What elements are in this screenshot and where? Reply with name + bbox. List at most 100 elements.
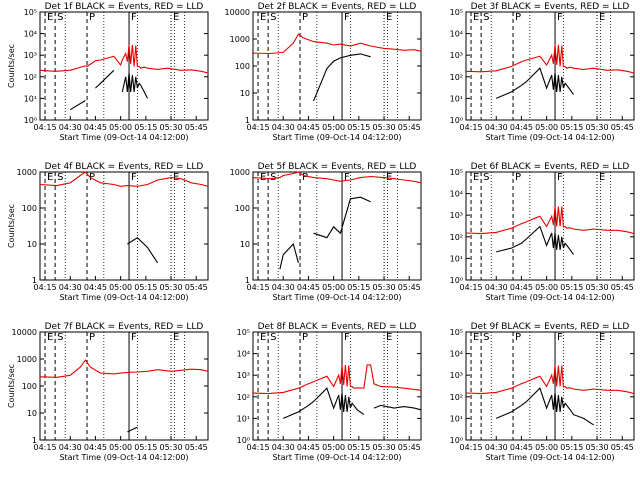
time-marker-label: S bbox=[483, 332, 489, 343]
x-tick-label: 05:15 bbox=[134, 283, 157, 292]
x-axis-label: Start Time (09-Oct-14 04:12:00) bbox=[485, 293, 614, 302]
time-marker-label: S bbox=[483, 172, 489, 183]
x-tick-label: 04:15 bbox=[34, 283, 57, 292]
x-tick-label: 05:45 bbox=[398, 283, 421, 292]
x-axis-label: Start Time (09-Oct-14 04:12:00) bbox=[272, 133, 401, 142]
y-tick-label: 10 bbox=[27, 240, 37, 249]
x-tick-label: 05:15 bbox=[134, 443, 157, 452]
time-marker-label: S bbox=[270, 332, 276, 343]
y-tick-label: 100 bbox=[22, 382, 37, 391]
x-tick-label: 04:15 bbox=[460, 283, 483, 292]
time-marker-label: E bbox=[473, 332, 479, 343]
x-axis-label: Start Time (09-Oct-14 04:12:00) bbox=[485, 453, 614, 462]
time-marker-label: E bbox=[260, 172, 266, 183]
y-tick-label: 10² bbox=[450, 393, 463, 402]
time-marker-label: F bbox=[557, 172, 563, 183]
x-tick-label: 04:30 bbox=[59, 283, 82, 292]
chart-title: Det 2f BLACK = Events, RED = LLD bbox=[258, 2, 417, 12]
y-tick-label: 1000 bbox=[230, 35, 250, 44]
chart-title: Det 7f BLACK = Events, RED = LLD bbox=[45, 322, 204, 332]
x-tick-label: 04:15 bbox=[247, 283, 270, 292]
y-tick-label: 10² bbox=[24, 73, 37, 82]
x-axis-label: Start Time (09-Oct-14 04:12:00) bbox=[272, 293, 401, 302]
series-line-events bbox=[279, 196, 371, 270]
y-tick-label: 10¹ bbox=[450, 414, 463, 423]
series-line-events bbox=[312, 53, 371, 102]
x-tick-label: 04:45 bbox=[84, 283, 107, 292]
chart-title: Det 1f BLACK = Events, RED = LLD bbox=[45, 2, 204, 12]
x-axis-label: Start Time (09-Oct-14 04:12:00) bbox=[59, 453, 188, 462]
x-tick-label: 05:45 bbox=[611, 283, 634, 292]
time-marker-label: P bbox=[302, 332, 308, 343]
series-line-lld bbox=[39, 171, 209, 187]
x-tick-label: 05:15 bbox=[347, 283, 370, 292]
y-tick-label: 1 bbox=[32, 276, 37, 285]
x-tick-label: 05:00 bbox=[322, 443, 345, 452]
x-tick-label: 05:45 bbox=[185, 123, 208, 132]
y-tick-label: 10 bbox=[240, 240, 250, 249]
x-axis-label: Start Time (09-Oct-14 04:12:00) bbox=[485, 133, 614, 142]
x-tick-label: 04:15 bbox=[34, 443, 57, 452]
y-tick-label: 1000 bbox=[230, 168, 250, 177]
plot-frame bbox=[252, 171, 422, 281]
y-tick-label: 100 bbox=[235, 204, 250, 213]
y-tick-label: 10 bbox=[27, 409, 37, 418]
time-marker-label: E bbox=[386, 172, 392, 183]
plot-frame bbox=[39, 171, 209, 281]
time-marker-label: F bbox=[131, 12, 137, 23]
x-tick-label: 05:15 bbox=[560, 443, 583, 452]
series-line-events bbox=[495, 67, 574, 99]
y-tick-label: 10⁵ bbox=[450, 168, 463, 177]
y-tick-label: 10² bbox=[450, 73, 463, 82]
time-marker-label: E bbox=[599, 332, 605, 343]
time-marker-label: P bbox=[515, 172, 521, 183]
x-tick-label: 05:00 bbox=[535, 443, 558, 452]
y-tick-label: 10¹ bbox=[24, 94, 37, 103]
x-tick-label: 04:45 bbox=[510, 123, 533, 132]
plot-frame bbox=[39, 11, 209, 121]
x-tick-label: 05:45 bbox=[611, 443, 634, 452]
time-marker-label: P bbox=[515, 12, 521, 23]
time-marker-label: P bbox=[89, 12, 95, 23]
x-tick-label: 05:15 bbox=[347, 123, 370, 132]
y-tick-label: 1 bbox=[32, 436, 37, 445]
x-tick-label: 04:15 bbox=[247, 443, 270, 452]
time-marker-label: P bbox=[89, 332, 95, 343]
time-marker-label: E bbox=[386, 332, 392, 343]
chart-title: Det 4f BLACK = Events, RED = LLD bbox=[45, 162, 204, 172]
y-tick-label: 10⁵ bbox=[450, 328, 463, 337]
series-line-events bbox=[496, 225, 574, 255]
x-tick-label: 05:30 bbox=[160, 443, 183, 452]
x-tick-label: 05:30 bbox=[160, 283, 183, 292]
chart-title: Det 5f BLACK = Events, RED = LLD bbox=[258, 162, 417, 172]
y-tick-label: 10⁵ bbox=[24, 8, 37, 17]
plot-frame bbox=[465, 11, 635, 121]
time-marker-label: P bbox=[302, 172, 308, 183]
x-tick-label: 04:45 bbox=[84, 443, 107, 452]
x-tick-label: 05:45 bbox=[398, 443, 421, 452]
y-tick-label: 10¹ bbox=[237, 414, 250, 423]
x-tick-label: 05:30 bbox=[586, 443, 609, 452]
time-marker-label: E bbox=[599, 172, 605, 183]
x-tick-label: 05:45 bbox=[398, 123, 421, 132]
plot-frame bbox=[465, 171, 635, 281]
x-tick-label: 05:30 bbox=[373, 443, 396, 452]
y-tick-label: 10¹ bbox=[450, 94, 463, 103]
y-tick-label: 10² bbox=[237, 393, 250, 402]
time-marker-label: P bbox=[302, 12, 308, 23]
x-tick-label: 04:15 bbox=[34, 123, 57, 132]
time-marker-label: S bbox=[57, 12, 63, 23]
time-marker-label: E bbox=[260, 332, 266, 343]
time-marker-label: F bbox=[344, 12, 350, 23]
time-marker-label: E bbox=[47, 12, 53, 23]
y-tick-label: 10 bbox=[240, 89, 250, 98]
x-tick-label: 04:30 bbox=[485, 123, 508, 132]
time-marker-label: E bbox=[473, 172, 479, 183]
time-marker-label: E bbox=[173, 12, 179, 23]
time-marker-label: E bbox=[473, 12, 479, 23]
time-marker-label: E bbox=[173, 172, 179, 183]
